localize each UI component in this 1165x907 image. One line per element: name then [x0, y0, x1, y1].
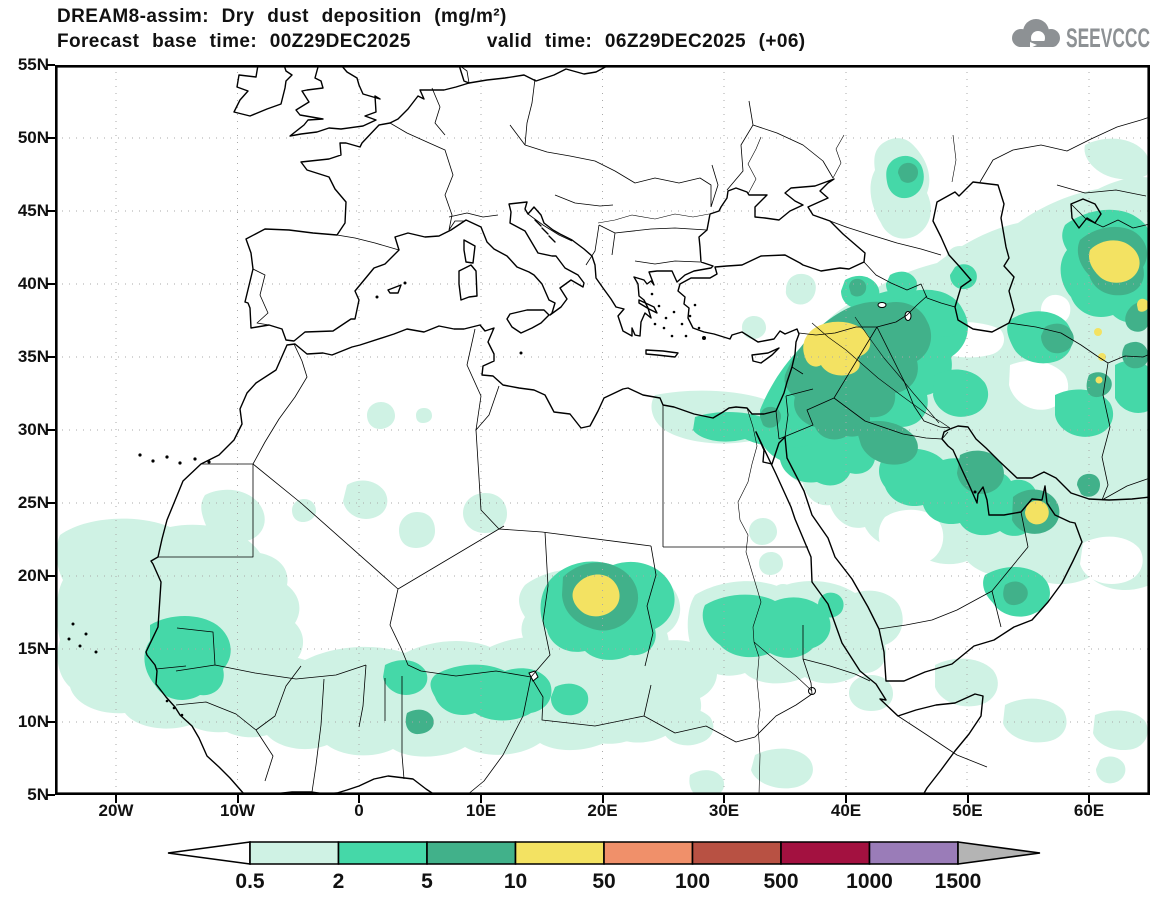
lat-tick-mark	[47, 721, 55, 723]
dust-level4-regions	[572, 240, 1149, 617]
colorbar-level-label: 500	[763, 870, 798, 893]
lon-tick-mark	[236, 795, 239, 803]
colorbar-level-label: 5	[421, 870, 433, 893]
colorbar-level-label: 10	[504, 870, 527, 893]
colorbar-cell	[337, 841, 428, 865]
country-borders	[155, 65, 1150, 795]
cloud-icon	[1012, 19, 1060, 48]
graticule	[55, 65, 1150, 795]
lat-tick-label: 5N	[27, 785, 49, 804]
lat-tick-label: 55N	[17, 55, 49, 74]
lat-tick-mark	[47, 429, 55, 431]
colorbar-level-label: 1000	[846, 870, 893, 893]
lon-tick-label: 10E	[465, 801, 497, 820]
small-islands	[67, 219, 977, 717]
lat-tick-label: 10N	[17, 712, 49, 731]
lat-tick-mark	[47, 137, 55, 139]
colorbar-level-label: 0.5	[235, 870, 265, 893]
lon-tick-mark	[966, 795, 969, 803]
logo-text: SEEVCCC	[1066, 23, 1150, 53]
colorbar-cell	[691, 841, 782, 865]
forecast-map	[55, 65, 1150, 795]
colorbar-cell	[603, 841, 694, 865]
lon-tick-mark	[115, 795, 117, 803]
lat-tick-mark	[47, 794, 55, 796]
colorbar-cell	[780, 841, 871, 865]
colorbar-level-label: 50	[592, 870, 615, 893]
lat-tick-label: 20N	[17, 566, 49, 585]
colorbar-legend: 0.5 2 5 10 50 100 500 1000 1500	[167, 841, 1041, 893]
lat-tick-mark	[47, 283, 55, 285]
lat-tick-label: 30N	[17, 420, 49, 439]
lon-tick-label: 60E	[1073, 801, 1105, 820]
colorbar-level-label: 1500	[935, 870, 982, 893]
colorbar-cell	[426, 841, 517, 865]
lon-tick-mark	[480, 795, 482, 803]
colorbar-cell	[249, 841, 340, 865]
lat-tick-mark	[47, 356, 55, 358]
lon-tick-label: 30E	[708, 801, 740, 820]
lon-tick-label: 10W	[220, 801, 255, 820]
map-subtitle: Forecast base time: 00Z29DEC2025 valid t…	[57, 31, 806, 52]
lat-tick-label: 25N	[17, 493, 49, 512]
lat-tick-label: 15N	[17, 639, 49, 658]
lon-tick-mark	[845, 795, 847, 803]
coastlines	[145, 65, 1150, 795]
lat-tick-label: 35N	[17, 347, 49, 366]
colorbar-level-label: 100	[675, 870, 710, 893]
lon-tick-label: 20W	[98, 801, 134, 820]
rivers	[597, 134, 957, 795]
colorbar-cell	[868, 841, 959, 865]
lon-tick-mark	[1088, 795, 1090, 803]
colorbar-arrow-below	[167, 841, 251, 865]
colorbar-level-label: 2	[333, 870, 345, 893]
lon-tick-mark	[358, 795, 360, 803]
lon-tick-label: 40E	[830, 801, 862, 820]
lat-tick-label: 50N	[17, 128, 49, 147]
colorbar-arrow-above	[957, 841, 1041, 865]
lon-tick-label: 50E	[952, 801, 983, 820]
colorbar-cell	[514, 841, 605, 865]
lat-tick-mark	[47, 64, 55, 66]
map-frame	[55, 65, 1150, 795]
map-title: DREAM8-assim: Dry dust deposition (mg/m²…	[57, 6, 507, 27]
lat-tick-mark	[47, 648, 55, 650]
lon-tick-mark	[723, 795, 725, 803]
seevccc-logo: SEEVCCC	[1012, 19, 1150, 53]
lon-tick-mark	[601, 795, 604, 803]
lon-tick-label: 20E	[587, 801, 618, 820]
lat-tick-label: 40N	[17, 274, 49, 293]
lon-tick-label: 0	[354, 801, 364, 820]
lat-tick-mark	[47, 575, 55, 577]
lat-tick-label: 45N	[17, 201, 49, 220]
lat-tick-mark	[47, 210, 55, 212]
lat-tick-mark	[47, 502, 55, 504]
